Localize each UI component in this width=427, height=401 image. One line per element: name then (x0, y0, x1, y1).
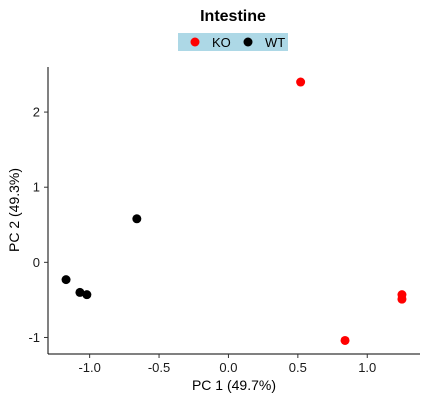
legend-background (178, 33, 288, 51)
y-tick-label: -1 (28, 330, 40, 345)
y-axis-ticks: -1 0 1 2 (28, 105, 48, 345)
data-point-wt (75, 287, 85, 297)
data-point-ko (340, 335, 350, 345)
data-points (61, 77, 407, 345)
x-tick-label: -1.0 (78, 360, 100, 375)
x-tick-label: 0.0 (219, 360, 237, 375)
data-point-wt (132, 214, 142, 224)
x-axis-title: PC 1 (49.7%) (192, 377, 276, 393)
y-axis-title: PC 2 (49.3%) (6, 168, 22, 252)
x-tick-label: -0.5 (148, 360, 170, 375)
chart-title: Intestine (200, 8, 266, 25)
x-tick-label: 1.0 (358, 360, 376, 375)
legend-marker-ko (190, 37, 200, 47)
y-tick-label: 0 (33, 255, 40, 270)
legend-marker-wt (243, 37, 253, 47)
data-point-wt (61, 275, 71, 285)
x-axis-ticks: -1.0 -0.5 0.0 0.5 1.0 (78, 354, 376, 375)
data-point-wt (82, 290, 92, 300)
y-tick-label: 2 (33, 105, 40, 120)
y-tick-label: 1 (33, 180, 40, 195)
legend-label-ko: KO (212, 35, 231, 50)
legend: KO WT (178, 33, 288, 51)
x-tick-label: 0.5 (289, 360, 307, 375)
data-point-ko (296, 77, 306, 87)
data-point-ko (397, 294, 407, 304)
legend-label-wt: WT (265, 35, 285, 50)
